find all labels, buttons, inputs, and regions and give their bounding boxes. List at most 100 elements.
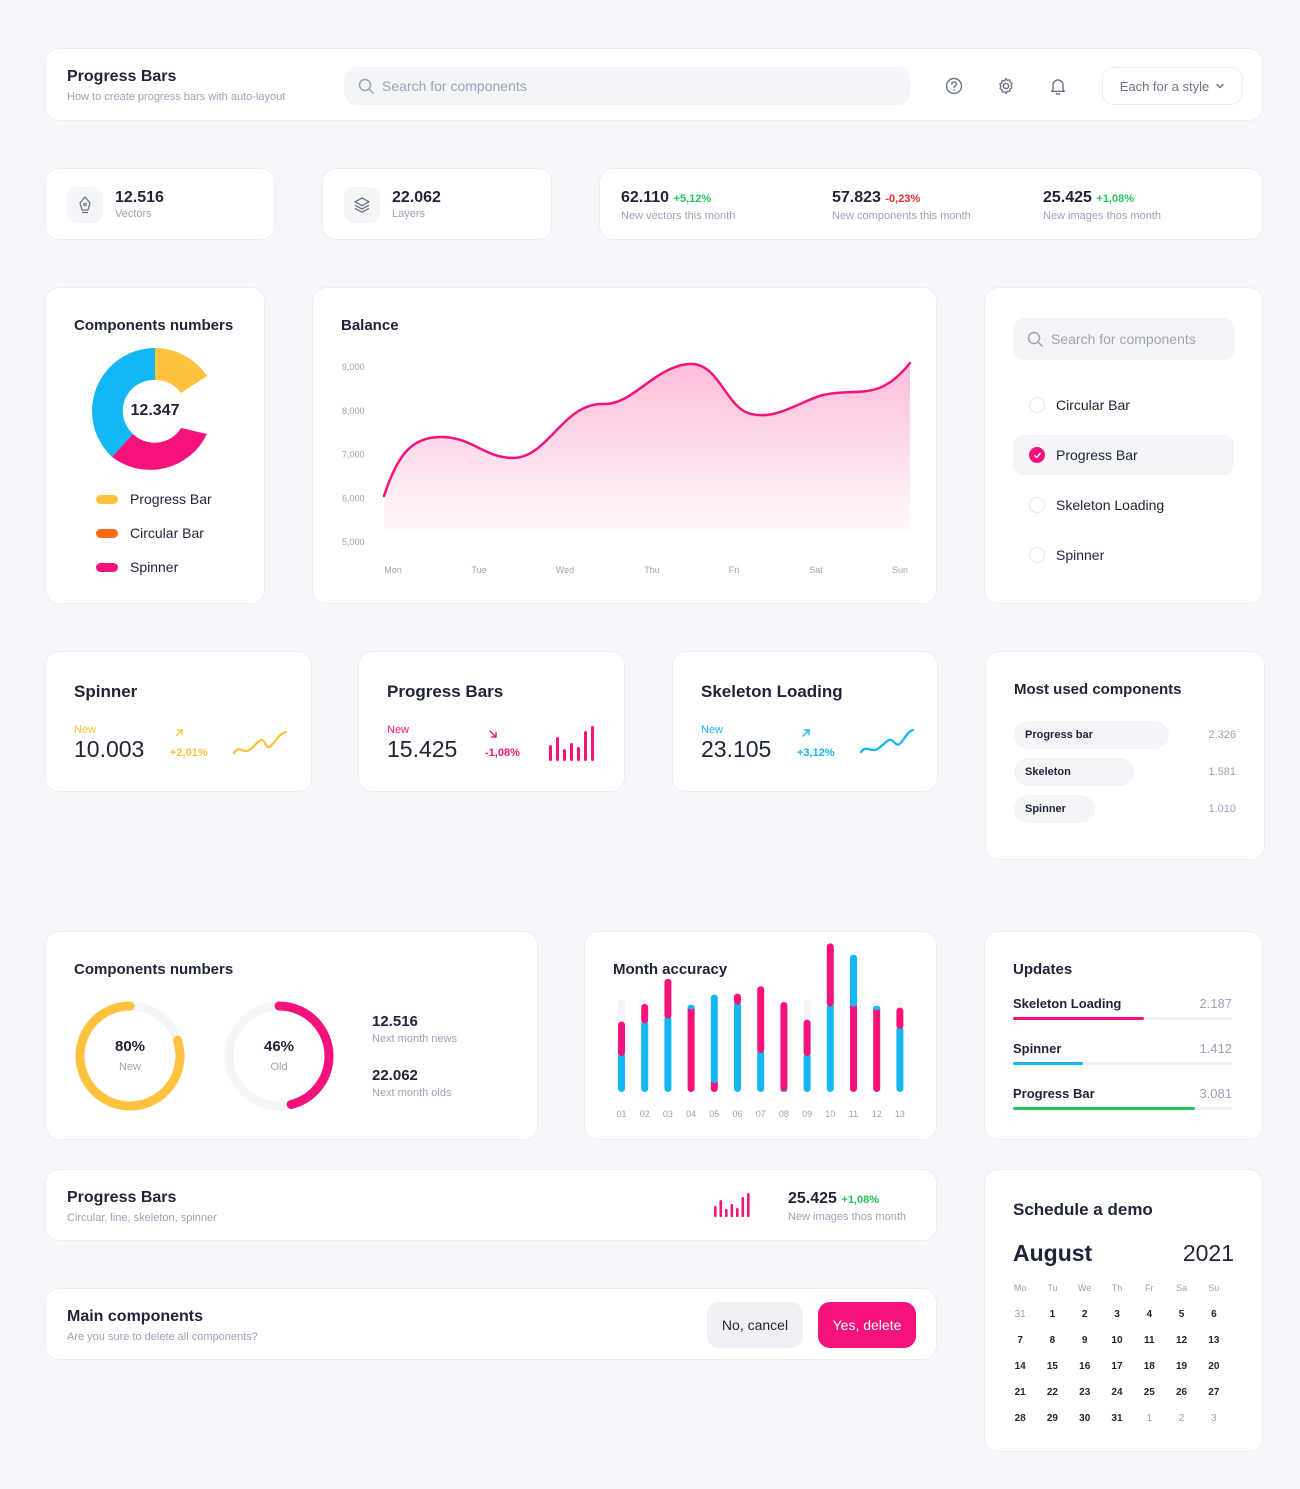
calendar-day[interactable]: 24 <box>1111 1386 1123 1398</box>
chevron-down-icon <box>1216 83 1224 89</box>
checkbox[interactable] <box>1029 397 1045 413</box>
calendar-day[interactable]: 27 <box>1208 1386 1220 1398</box>
calendar-day[interactable]: 20 <box>1208 1360 1220 1372</box>
calendar-day[interactable]: 12 <box>1176 1334 1188 1346</box>
legend-label: Progress Bar <box>130 491 212 507</box>
calendar-day[interactable]: 6 <box>1211 1308 1217 1320</box>
next-month-stat: 12.516 Next month news <box>372 1013 457 1045</box>
calendar-day[interactable]: 5 <box>1178 1308 1185 1320</box>
filter-search-input[interactable]: Search for components <box>1013 318 1235 360</box>
filter-option-progress-bar[interactable]: Progress Bar <box>1013 435 1234 475</box>
x-tick-label: Mon <box>384 565 402 575</box>
bar-segment-pink <box>873 1006 881 1092</box>
calendar-day[interactable]: 2 <box>1081 1308 1088 1320</box>
delete-button[interactable]: Yes, delete <box>818 1302 916 1348</box>
x-tick-label: 11 <box>849 1109 858 1119</box>
calendar-day[interactable]: 28 <box>1014 1412 1026 1424</box>
ring-percent: 80% <box>114 1038 146 1055</box>
most-used-value: 1.581 <box>1208 766 1236 778</box>
x-tick-label: 13 <box>895 1109 905 1119</box>
calendar-day[interactable]: 3 <box>1211 1412 1217 1424</box>
arrow-down-right-icon <box>489 730 497 738</box>
most-used-bar: Spinner <box>1014 795 1095 823</box>
filter-option-spinner[interactable]: Spinner <box>1013 535 1234 575</box>
calendar-day[interactable]: 8 <box>1049 1334 1056 1346</box>
month-stat: 62.110 +5,12% New vectors this month <box>621 189 735 222</box>
calendar-day[interactable]: 4 <box>1146 1308 1153 1320</box>
bar-segment-pink <box>803 1019 811 1056</box>
kpi-value: 10.003 <box>74 736 145 762</box>
calendar-day[interactable]: 23 <box>1079 1386 1091 1398</box>
card-title: Most used components <box>1014 681 1182 698</box>
most-used-label: Skeleton <box>1025 766 1071 778</box>
search-icon <box>358 78 374 94</box>
calendar-day[interactable]: 1 <box>1049 1308 1056 1320</box>
calendar-day[interactable]: 29 <box>1046 1412 1058 1424</box>
donut-center-value: 12.347 <box>130 402 180 419</box>
calendar-day[interactable]: 13 <box>1208 1334 1220 1346</box>
cancel-button[interactable]: No, cancel <box>707 1302 803 1348</box>
checkbox-checked[interactable] <box>1029 447 1045 463</box>
calendar-day[interactable]: 15 <box>1046 1360 1058 1372</box>
calendar-day[interactable]: 17 <box>1111 1360 1123 1372</box>
calendar-day[interactable]: 7 <box>1017 1334 1023 1346</box>
month-stat-label: New images thos month <box>1043 210 1161 222</box>
style-dropdown[interactable]: Each for a style <box>1102 67 1243 105</box>
calendar-day[interactable]: 21 <box>1014 1386 1026 1398</box>
page-title: Progress Bars <box>67 68 177 85</box>
help-icon[interactable] <box>943 75 965 97</box>
x-tick-label: 04 <box>686 1109 696 1119</box>
calendar-day[interactable]: 2 <box>1178 1412 1185 1424</box>
gear-icon[interactable] <box>995 75 1017 97</box>
bar-segment-pink <box>641 1003 649 1024</box>
sparkline <box>232 730 288 755</box>
calendar-day[interactable]: 10 <box>1111 1334 1123 1346</box>
bar-segment-pink <box>780 1002 788 1092</box>
calendar-day[interactable]: 3 <box>1114 1308 1120 1320</box>
bar-segment-blue <box>734 1001 741 1092</box>
ring-progress <box>75 1001 185 1111</box>
banner-title: Progress Bars <box>67 1189 177 1206</box>
most-used-bar: Progress bar <box>1014 721 1169 749</box>
month-stat-value: 62.110 <box>621 189 670 206</box>
bar-segment-blue <box>873 1005 881 1011</box>
calendar-day[interactable]: 1 <box>1146 1412 1153 1424</box>
calendar-day[interactable]: 9 <box>1081 1334 1088 1346</box>
calendar-day[interactable]: 14 <box>1014 1360 1026 1372</box>
mini-bar-chart <box>549 726 594 761</box>
calendar-day[interactable]: 25 <box>1143 1386 1155 1398</box>
update-track <box>1013 1107 1232 1110</box>
calendar-day[interactable]: 22 <box>1046 1386 1058 1398</box>
bell-icon[interactable] <box>1047 75 1069 97</box>
bar-segment-pink <box>850 1002 857 1092</box>
kpi-card-spinner: Spinner New 10.003 +2,01% <box>45 651 312 792</box>
search-bar[interactable]: Search for components <box>344 67 910 105</box>
kpi-title: Progress Bars <box>387 682 504 701</box>
page-subtitle: How to create progress bars with auto-la… <box>67 91 286 103</box>
month-stat: 57.823 -0,23% New components this month <box>832 189 971 222</box>
calendar-day[interactable]: 26 <box>1176 1386 1188 1398</box>
calendar-day[interactable]: 19 <box>1176 1360 1188 1372</box>
banner-subtitle: Circular, line, skeleton, spinner <box>67 1212 217 1224</box>
calendar-day[interactable]: 31 <box>1014 1308 1026 1320</box>
filter-option-circular-bar[interactable]: Circular Bar <box>1013 385 1234 425</box>
filter-option-skeleton-loading[interactable]: Skeleton Loading <box>1013 485 1234 525</box>
calendar-day[interactable]: 18 <box>1143 1360 1155 1372</box>
calendar-day[interactable]: 16 <box>1079 1360 1091 1372</box>
ring-new <box>75 1001 185 1111</box>
banner-value: 25.425 <box>788 1190 837 1207</box>
calendar-day[interactable]: 30 <box>1079 1412 1091 1424</box>
bar-segment-pink <box>896 1007 904 1029</box>
checkbox[interactable] <box>1029 547 1045 563</box>
filter-option-label: Skeleton Loading <box>1056 497 1165 513</box>
stat-label: Layers <box>392 208 426 220</box>
balance-area <box>384 363 910 533</box>
checkbox[interactable] <box>1029 497 1045 513</box>
stat-value: 22.062 <box>392 189 441 206</box>
ring-old <box>224 1001 334 1111</box>
calendar-day[interactable]: 11 <box>1143 1334 1155 1346</box>
calendar-day[interactable]: 31 <box>1111 1412 1123 1424</box>
most-used-label: Progress bar <box>1025 729 1093 741</box>
x-tick-label: 10 <box>825 1109 835 1119</box>
bar-segment-blue <box>641 1020 649 1092</box>
